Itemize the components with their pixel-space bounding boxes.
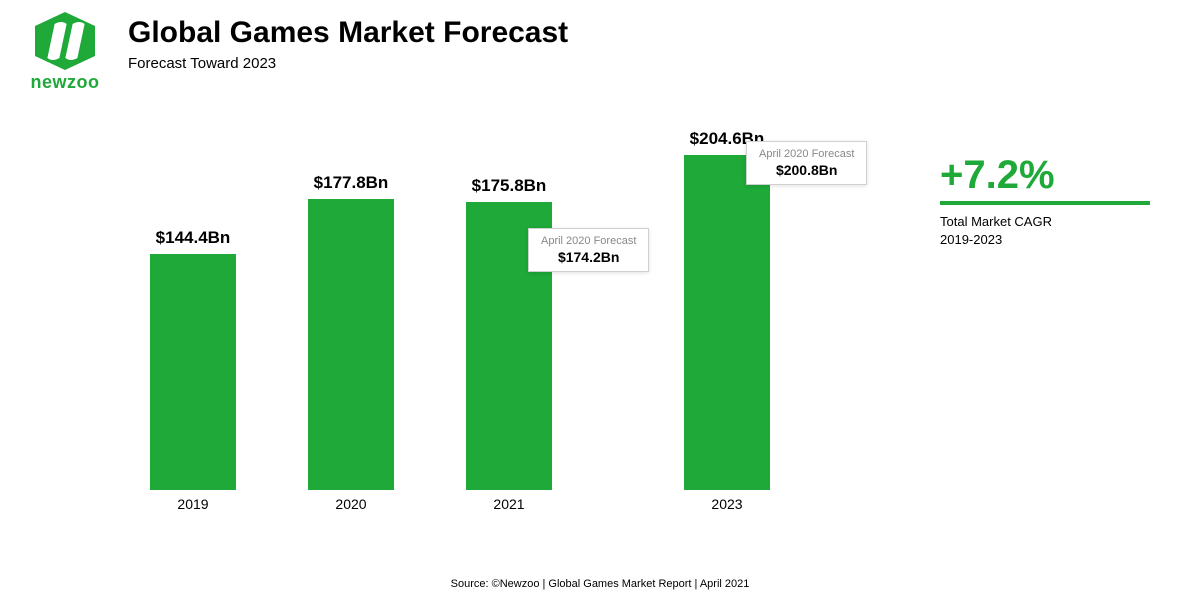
brand-name: newzoo: [20, 72, 110, 93]
bar-year-label: 2019: [150, 496, 236, 512]
title-block: Global Games Market Forecast Forecast To…: [128, 12, 568, 72]
page-title: Global Games Market Forecast: [128, 16, 568, 49]
bar-group-2023: $204.6Bn2023April 2020 Forecast$200.8Bn: [684, 155, 770, 490]
bar-group-2021: $175.8Bn2021April 2020 Forecast$174.2Bn: [466, 202, 552, 490]
forecast-callout: April 2020 Forecast $174.2Bn: [528, 228, 649, 272]
cagr-underline: [940, 201, 1150, 205]
brand-logo: newzoo: [20, 12, 110, 93]
cagr-label-line1: Total Market CAGR: [940, 214, 1052, 229]
page-subtitle: Forecast Toward 2023: [128, 55, 568, 72]
bar-2019: [150, 254, 236, 490]
bar-2020: [308, 199, 394, 490]
bar-value-label: $144.4Bn: [118, 228, 268, 248]
header: newzoo Global Games Market Forecast Fore…: [20, 12, 568, 93]
forecast-callout: April 2020 Forecast $200.8Bn: [746, 141, 867, 185]
bar-group-2020: $177.8Bn2020: [308, 199, 394, 490]
callout-label: April 2020 Forecast: [759, 148, 854, 160]
bar-group-2019: $144.4Bn2019: [150, 254, 236, 490]
bar-value-label: $175.8Bn: [434, 176, 584, 196]
cagr-panel: +7.2% Total Market CAGR 2019-2023: [940, 155, 1150, 248]
callout-value: $174.2Bn: [541, 249, 636, 265]
bar-value-label: $177.8Bn: [276, 173, 426, 193]
cagr-value: +7.2%: [940, 155, 1150, 195]
bar-2023: [684, 155, 770, 490]
newzoo-icon: [20, 12, 110, 70]
callout-label: April 2020 Forecast: [541, 235, 636, 247]
callout-value: $200.8Bn: [759, 162, 854, 178]
bar-year-label: 2020: [308, 496, 394, 512]
bar-year-label: 2021: [466, 496, 552, 512]
bar-year-label: 2023: [684, 496, 770, 512]
bar-chart: $144.4Bn2019$177.8Bn2020$175.8Bn2021Apri…: [110, 150, 830, 520]
cagr-label-line2: 2019-2023: [940, 232, 1002, 247]
cagr-label: Total Market CAGR 2019-2023: [940, 213, 1150, 248]
source-footer: Source: ©Newzoo | Global Games Market Re…: [0, 578, 1200, 590]
